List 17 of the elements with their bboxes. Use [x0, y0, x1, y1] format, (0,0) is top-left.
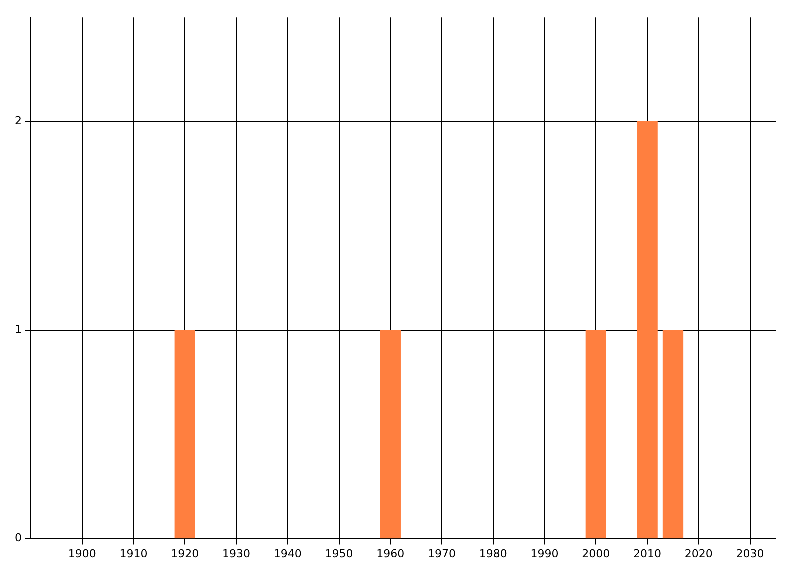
y-tick-label: 0 [15, 532, 22, 545]
x-tick-label: 2000 [582, 547, 610, 560]
x-tick-label: 1990 [530, 547, 559, 560]
x-tick-label: 1900 [68, 547, 96, 560]
x-tick-label: 1910 [120, 547, 148, 560]
x-tick-label: 1930 [222, 547, 251, 560]
y-tick-label: 2 [15, 114, 22, 128]
x-tick-label: 1970 [428, 547, 456, 560]
x-tick-label: 1940 [274, 547, 302, 560]
x-tick-label: 2010 [634, 547, 662, 560]
x-tick-label: 1950 [325, 547, 354, 560]
x-tick-label: 2030 [736, 547, 764, 560]
y-tick-label: 1 [15, 323, 22, 336]
x-tick-label: 1980 [479, 547, 508, 560]
x-tick-label: 1960 [376, 547, 405, 560]
x-tick-label: 1920 [171, 547, 200, 560]
x-tick-label: 2020 [684, 547, 713, 560]
